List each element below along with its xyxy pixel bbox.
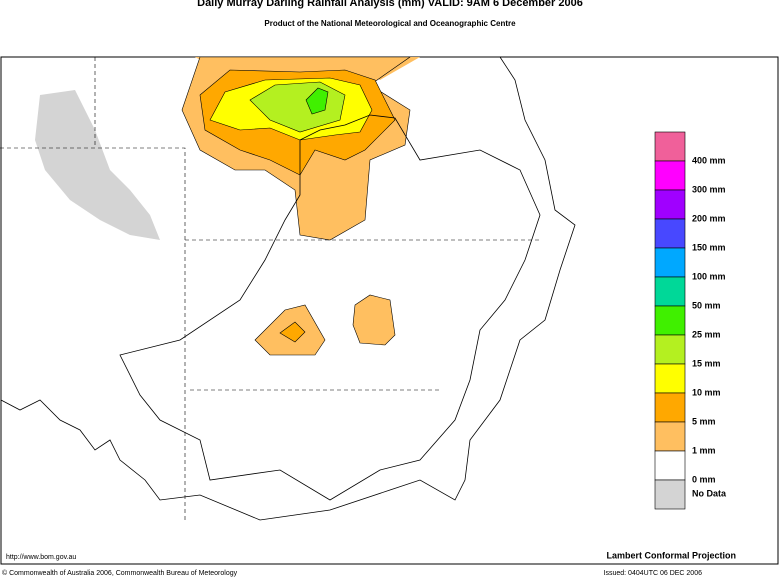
legend-label: 5 mm <box>692 416 716 426</box>
legend-label: 400 mm <box>692 155 726 165</box>
legend-swatch <box>654 305 686 336</box>
legend-label: 15 mm <box>692 358 721 368</box>
legend-label: 10 mm <box>692 387 721 397</box>
legend-swatch <box>654 334 686 365</box>
state-boundary <box>0 57 540 520</box>
title: Daily Murray Darling Rainfall Analysis (… <box>197 0 583 9</box>
copyright: © Commonwealth of Australia 2006, Common… <box>2 569 238 577</box>
legend-label: 0 mm <box>692 474 716 484</box>
legend-swatch <box>654 421 686 452</box>
legend-label: No Data <box>692 488 727 498</box>
legend-label: 1 mm <box>692 445 716 455</box>
legend-swatch <box>654 247 686 278</box>
legend-label: 200 mm <box>692 213 726 223</box>
legend-label: 300 mm <box>692 184 726 194</box>
subtitle: Product of the National Meteorological a… <box>264 19 516 28</box>
legend-label: 25 mm <box>692 329 721 339</box>
legend-swatch <box>654 392 686 423</box>
legend-swatch <box>654 479 686 510</box>
legend: 400 mm 300 mm 200 mm 150 mm 100 mm 50 mm 25 mm… <box>654 131 727 510</box>
legend-swatch <box>654 450 686 481</box>
coastline <box>0 56 576 521</box>
legend-swatch <box>654 218 686 249</box>
legend-swatch <box>654 160 686 191</box>
legend-label: 100 mm <box>692 271 726 281</box>
legend-label: 150 mm <box>692 242 726 252</box>
legend-label: 50 mm <box>692 300 721 310</box>
issued: Issued: 0404UTC 06 DEC 2006 <box>604 570 703 577</box>
no-data-area <box>35 90 160 240</box>
legend-swatch <box>654 276 686 307</box>
projection: Lambert Conformal Projection <box>606 550 736 560</box>
rain-area <box>279 321 306 343</box>
map <box>0 56 576 521</box>
url: http://www.bom.gov.au <box>6 554 76 561</box>
legend-swatch <box>654 131 686 162</box>
basin-boundary <box>119 114 541 501</box>
legend-swatch <box>654 189 686 220</box>
rain-area <box>352 294 396 346</box>
legend-swatch <box>654 363 686 394</box>
rain-area <box>305 87 329 115</box>
